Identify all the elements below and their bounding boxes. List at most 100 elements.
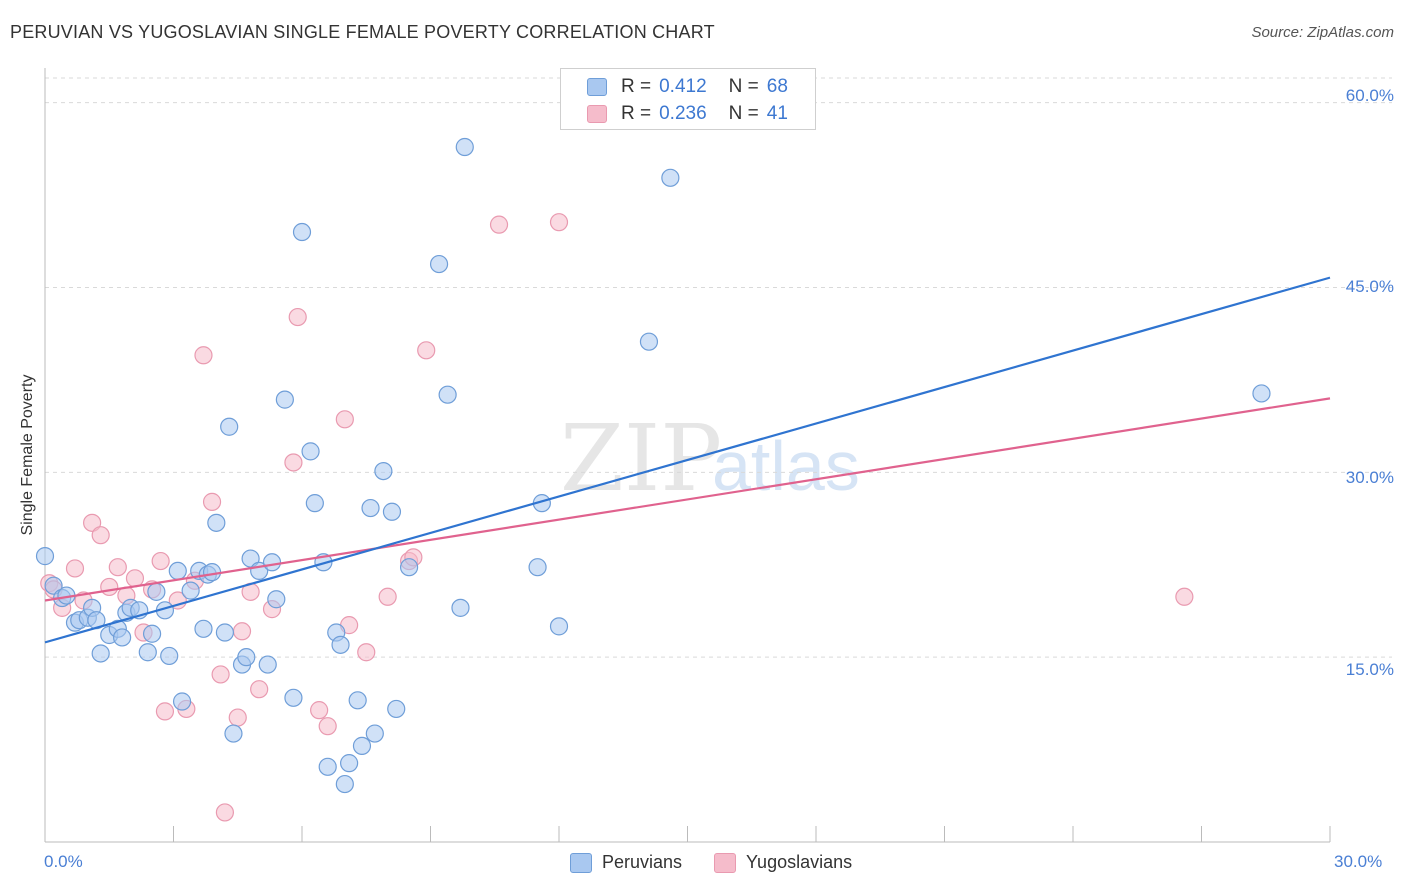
yugoslavians-point	[284, 453, 303, 472]
peruvians-point	[382, 502, 402, 521]
yugoslavians-point	[489, 215, 509, 234]
yugoslavians-point	[91, 526, 110, 545]
yugoslavians-point	[202, 492, 222, 511]
stats-legend-row-yugoslavians: R = 0.236 N = 41	[587, 102, 788, 126]
peruvians-point	[160, 646, 179, 666]
peruvians-point	[374, 461, 393, 481]
yugoslavians-legend-swatch	[714, 852, 737, 873]
peruvians-point	[262, 553, 282, 572]
peruvians-point	[455, 137, 474, 157]
peruvians-point	[220, 417, 239, 436]
yugoslavians-point	[228, 708, 247, 727]
yugoslavians-point	[151, 551, 170, 571]
peruvians-point	[258, 655, 277, 674]
y-axis-label: Single Female Poverty	[19, 374, 36, 536]
peruvians-point	[318, 757, 337, 776]
peruvians-point	[168, 561, 187, 581]
yugoslavians-point	[108, 558, 127, 577]
peruvians-point	[1252, 384, 1271, 403]
y-tick-label: 15.0%	[1345, 660, 1394, 679]
peruvians-point	[275, 390, 294, 409]
yugoslavians-point	[168, 591, 187, 610]
peruvians-point	[44, 576, 63, 595]
stats-legend: R = 0.412 N = 68 R = 0.236 N = 41	[560, 68, 816, 130]
peruvians-point	[138, 643, 157, 662]
yugoslavians-point	[215, 803, 234, 822]
yugoslavians-point	[1175, 587, 1194, 606]
yugoslavians-point	[318, 717, 337, 736]
peruvians-point	[292, 222, 312, 242]
yugoslavians-point	[211, 665, 230, 684]
peruvians-point	[399, 558, 419, 577]
yugoslavians-point	[357, 643, 376, 662]
yugoslavians-point	[288, 307, 307, 327]
r-value: 0.412	[659, 76, 707, 97]
peruvians-trend-line	[44, 276, 1331, 644]
peruvians-point	[352, 736, 372, 755]
r-value: 0.236	[659, 103, 707, 124]
peruvians-point	[147, 582, 166, 601]
yugoslavians-trend-line	[44, 397, 1331, 602]
peruvians-point	[224, 724, 243, 743]
yugoslavians-point	[417, 341, 436, 360]
trend-lines	[44, 276, 1331, 644]
peruvians-point	[207, 513, 226, 532]
peruvians-point	[194, 619, 213, 638]
peruvians-point	[340, 754, 359, 773]
peruvians-point	[335, 774, 354, 794]
peruvians-point	[202, 563, 222, 582]
peruvians-points	[35, 137, 1271, 794]
peruvians-swatch	[587, 78, 607, 96]
y-tick-label: 30.0%	[1345, 468, 1394, 487]
x-tick-label: 30.0%	[1334, 852, 1383, 871]
n-value: 41	[766, 103, 788, 124]
r-label: R =	[621, 76, 652, 97]
watermark: ZIP atlas	[560, 405, 860, 512]
yugoslavians-point	[155, 702, 175, 721]
peruvians-point	[142, 624, 162, 643]
peruvians-point	[639, 332, 659, 351]
peruvians-point	[215, 623, 234, 642]
n-value: 68	[766, 76, 788, 97]
axes	[44, 68, 1331, 843]
legend-item-peruvians[interactable]: Peruvians	[570, 852, 682, 873]
peruvians-point	[112, 628, 132, 647]
peruvians-point	[365, 724, 384, 743]
yugoslavians-point	[100, 577, 119, 597]
legend-label-yugoslavians: Yugoslavians	[746, 852, 853, 872]
peruvians-point	[267, 590, 286, 609]
legend-label-peruvians: Peruvians	[602, 852, 683, 872]
yugoslavians-swatch	[587, 105, 607, 123]
peruvians-point	[331, 635, 350, 654]
peruvians-point	[429, 254, 449, 274]
grid-lines	[45, 77, 1392, 658]
series-legend: Peruvians Yugoslavians	[570, 852, 884, 873]
yugoslavians-point	[378, 587, 397, 606]
watermark-zip: ZIP	[560, 405, 722, 512]
peruvians-point	[237, 648, 256, 667]
peruvians-legend-swatch	[570, 852, 592, 873]
y-tick-label: 45.0%	[1345, 277, 1394, 296]
yugoslavians-points	[40, 213, 1194, 822]
peruvians-point	[348, 691, 367, 710]
peruvians-point	[528, 558, 547, 577]
peruvians-point	[361, 498, 380, 518]
stats-legend-row-peruvians: R = 0.412 N = 68	[587, 75, 788, 99]
peruvians-point	[91, 644, 110, 663]
n-label: N =	[728, 76, 759, 97]
yugoslavians-point	[125, 569, 145, 588]
peruvians-point	[284, 688, 303, 707]
r-label: R =	[621, 103, 652, 124]
legend-item-yugoslavians[interactable]: Yugoslavians	[714, 852, 852, 873]
n-label: N =	[728, 103, 759, 124]
peruvians-point	[451, 598, 470, 617]
peruvians-point	[172, 692, 192, 711]
yugoslavians-point	[83, 513, 102, 532]
peruvians-point	[549, 617, 569, 636]
peruvians-point	[301, 442, 320, 461]
yugoslavians-point	[310, 701, 329, 720]
chart-title: PERUVIAN VS YUGOSLAVIAN SINGLE FEMALE PO…	[10, 22, 715, 42]
peruvians-point	[35, 547, 55, 566]
x-tick-label: 0.0%	[44, 852, 83, 871]
